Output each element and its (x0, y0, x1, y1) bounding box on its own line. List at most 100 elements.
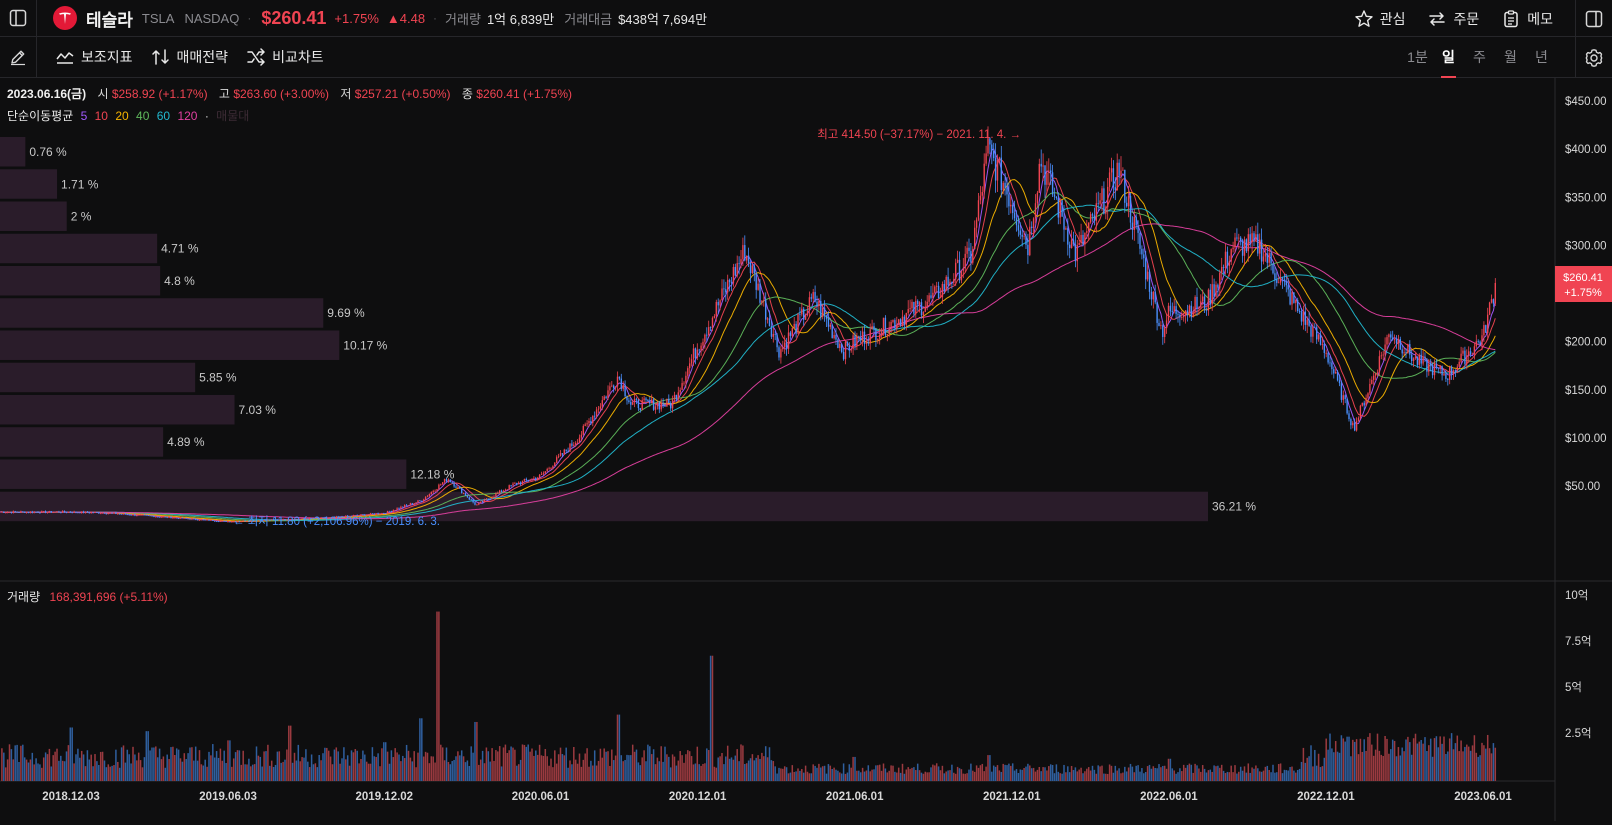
candle-body (1454, 370, 1457, 372)
candle-body (660, 402, 662, 410)
candle-body (613, 385, 615, 389)
candle-body (607, 390, 609, 399)
candle-body (1346, 398, 1348, 414)
volume-bar (445, 747, 448, 781)
volume-bar (132, 746, 134, 781)
candle-body (1369, 383, 1371, 394)
candle-body (115, 512, 117, 514)
volume-bar (348, 765, 351, 781)
candle-body (293, 518, 296, 520)
candle-body (181, 517, 184, 519)
candle-body (1224, 251, 1227, 268)
volume-bar (485, 747, 488, 781)
candle-body (423, 499, 425, 502)
period-tab-week[interactable]: 주 (1473, 49, 1486, 65)
chart-area[interactable]: 0.76 % 1.71 % 2 % 4.71 % 4.8 % 9.69 % 10.17 % 5… (0, 78, 1612, 825)
candle-body (578, 437, 581, 443)
volume-bar (175, 748, 178, 781)
compare-chart-button[interactable]: 비교차트 (246, 47, 324, 67)
candle-body (1255, 234, 1257, 241)
memo-button[interactable]: 메모 (1501, 9, 1553, 29)
volume-bar (1013, 770, 1016, 781)
candle-body (949, 281, 951, 285)
candle-body (54, 511, 56, 513)
strategy-button[interactable]: 매매전략 (151, 47, 228, 67)
candle-body (1388, 334, 1390, 338)
candle-body (259, 520, 261, 522)
volume-bar (633, 751, 636, 781)
volume-bar (996, 765, 999, 781)
volume-legend-title: 거래량 (7, 590, 41, 604)
candle-body (1120, 170, 1122, 176)
chart-settings-button[interactable] (1575, 37, 1612, 78)
right-panel-toggle-button[interactable] (1575, 0, 1612, 37)
candle-body (1241, 240, 1244, 256)
candle-body (1312, 327, 1314, 337)
volume-bar (812, 764, 814, 781)
volume-bar (859, 772, 862, 781)
candle-body (198, 520, 201, 521)
volume-bar (802, 772, 805, 781)
period-tab-month[interactable]: 월 (1504, 49, 1517, 65)
candle-body (1308, 319, 1310, 326)
indicators-button[interactable]: 보조지표 (55, 47, 133, 67)
volume-bar (1295, 772, 1297, 781)
volume-bar (519, 759, 522, 781)
drawing-tool-button[interactable] (0, 36, 37, 78)
volume-bar (1348, 736, 1350, 781)
candle-body (92, 512, 94, 514)
candle-body (426, 496, 429, 498)
volume-bar (1452, 749, 1455, 781)
volume-bar (757, 755, 759, 781)
ma-legend[interactable]: 단순이동평균 5 10 20 40 60 120 · 매물대 (7, 107, 253, 124)
candle-body (829, 324, 831, 327)
volume-bar (977, 767, 980, 781)
volume-bar (529, 751, 531, 781)
candle-body (1340, 383, 1343, 400)
candle-body (1276, 279, 1278, 284)
volume-bar (1467, 746, 1470, 781)
volume-profile-label: 10.17 % (343, 338, 387, 352)
watchlist-button[interactable]: 관심 (1354, 9, 1405, 29)
volume-profile-bar (0, 265, 161, 296)
candle-body (1281, 277, 1284, 280)
volume-bar (941, 765, 944, 781)
volume-bar (837, 770, 839, 781)
candle-body (1023, 235, 1025, 237)
left-panel-toggle-button[interactable] (0, 0, 37, 37)
volume-profile-label: 12.18 % (410, 467, 454, 481)
volume-bar (293, 752, 296, 781)
candle-body (1355, 421, 1358, 431)
volume-bar (451, 761, 453, 781)
candle-body (1114, 187, 1116, 191)
volume-bar (1488, 748, 1491, 781)
volume-bar (202, 765, 205, 781)
candle-body (932, 292, 934, 298)
volume-bar (916, 763, 919, 781)
volume-bar (398, 754, 400, 781)
volume-bar (998, 770, 1001, 781)
candle-body (1483, 325, 1485, 336)
volume-bar (867, 765, 870, 781)
candle-body (143, 514, 146, 516)
candle-body (272, 519, 275, 521)
volume-bar (1479, 755, 1481, 781)
period-tab-day[interactable]: 일 (1433, 37, 1464, 78)
candle-body (797, 314, 799, 334)
price-chart-svg[interactable]: 0.76 %1.71 %2 %4.71 %4.8 %9.69 %10.17 %5… (0, 78, 1612, 825)
volume-bar (683, 762, 685, 781)
volume-bar (1382, 755, 1384, 781)
volume-bar (54, 751, 56, 781)
volume-profile-bar (0, 459, 407, 489)
order-button[interactable]: 주문 (1427, 9, 1479, 29)
volume-bar (1384, 735, 1386, 781)
candle-body (1481, 335, 1483, 346)
period-tab-year[interactable]: 년 (1535, 49, 1548, 65)
period-tab-1min[interactable]: 1분 (1407, 49, 1428, 65)
candle-body (711, 317, 714, 328)
volume-bar (846, 772, 849, 781)
candle-body (557, 456, 560, 458)
candle-body (1477, 341, 1479, 343)
volume-bar (67, 745, 70, 781)
candle-body (1031, 226, 1033, 228)
